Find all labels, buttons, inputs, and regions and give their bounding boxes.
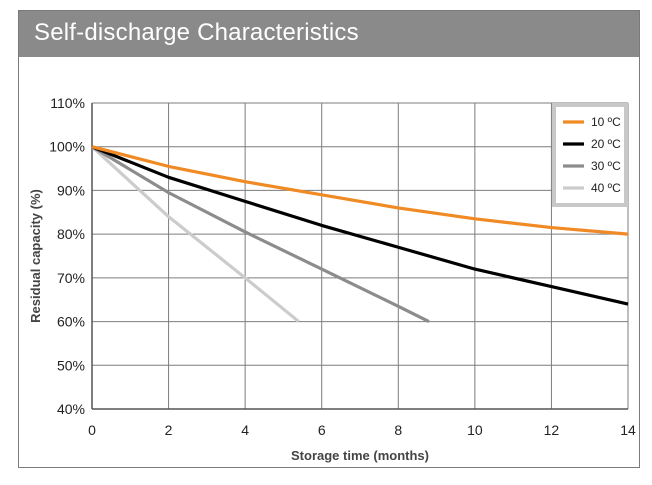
x-tick-label: 14: [620, 422, 636, 438]
series-line: [91, 145, 629, 236]
chart-header: Self-discharge Characteristics: [19, 11, 639, 57]
chart-title: Self-discharge Characteristics: [34, 19, 359, 46]
chart-card: Self-discharge Characteristics 0 2 4 6 8 10 12…: [18, 10, 640, 468]
y-tick-label: 90%: [57, 182, 85, 198]
y-tick-label: 60%: [57, 314, 85, 330]
series-line: [90, 145, 300, 323]
y-tick-label: 50%: [57, 357, 85, 373]
x-tick-label: 2: [165, 422, 173, 438]
legend-label: 30 ºC: [591, 159, 621, 173]
y-axis-label: Residual capacity (%): [28, 189, 43, 323]
line-chart: 0 2 4 6 8 10 12 14 40% 50% 60% 70% 80% 90% 100% 110% Sto…: [28, 95, 636, 463]
y-tick-label: 100%: [49, 139, 85, 155]
x-tick-label: 6: [318, 422, 326, 438]
x-tick-label: 12: [544, 422, 560, 438]
series-line: [91, 145, 629, 306]
x-tick-label: 0: [88, 422, 96, 438]
legend-label: 20 ºC: [591, 137, 621, 151]
x-tick-label: 8: [394, 422, 402, 438]
series-line: [91, 145, 430, 324]
y-tick-label: 110%: [50, 95, 85, 111]
y-tick-label: 80%: [57, 226, 85, 242]
x-tick-label: 4: [241, 422, 249, 438]
x-axis-label: Storage time (months): [291, 448, 429, 463]
legend-label: 40 ºC: [591, 181, 621, 195]
x-tick-label: 10: [467, 422, 483, 438]
legend-label: 10 ºC: [591, 115, 621, 129]
y-tick-label: 40%: [57, 401, 85, 417]
y-tick-label: 70%: [57, 270, 85, 286]
